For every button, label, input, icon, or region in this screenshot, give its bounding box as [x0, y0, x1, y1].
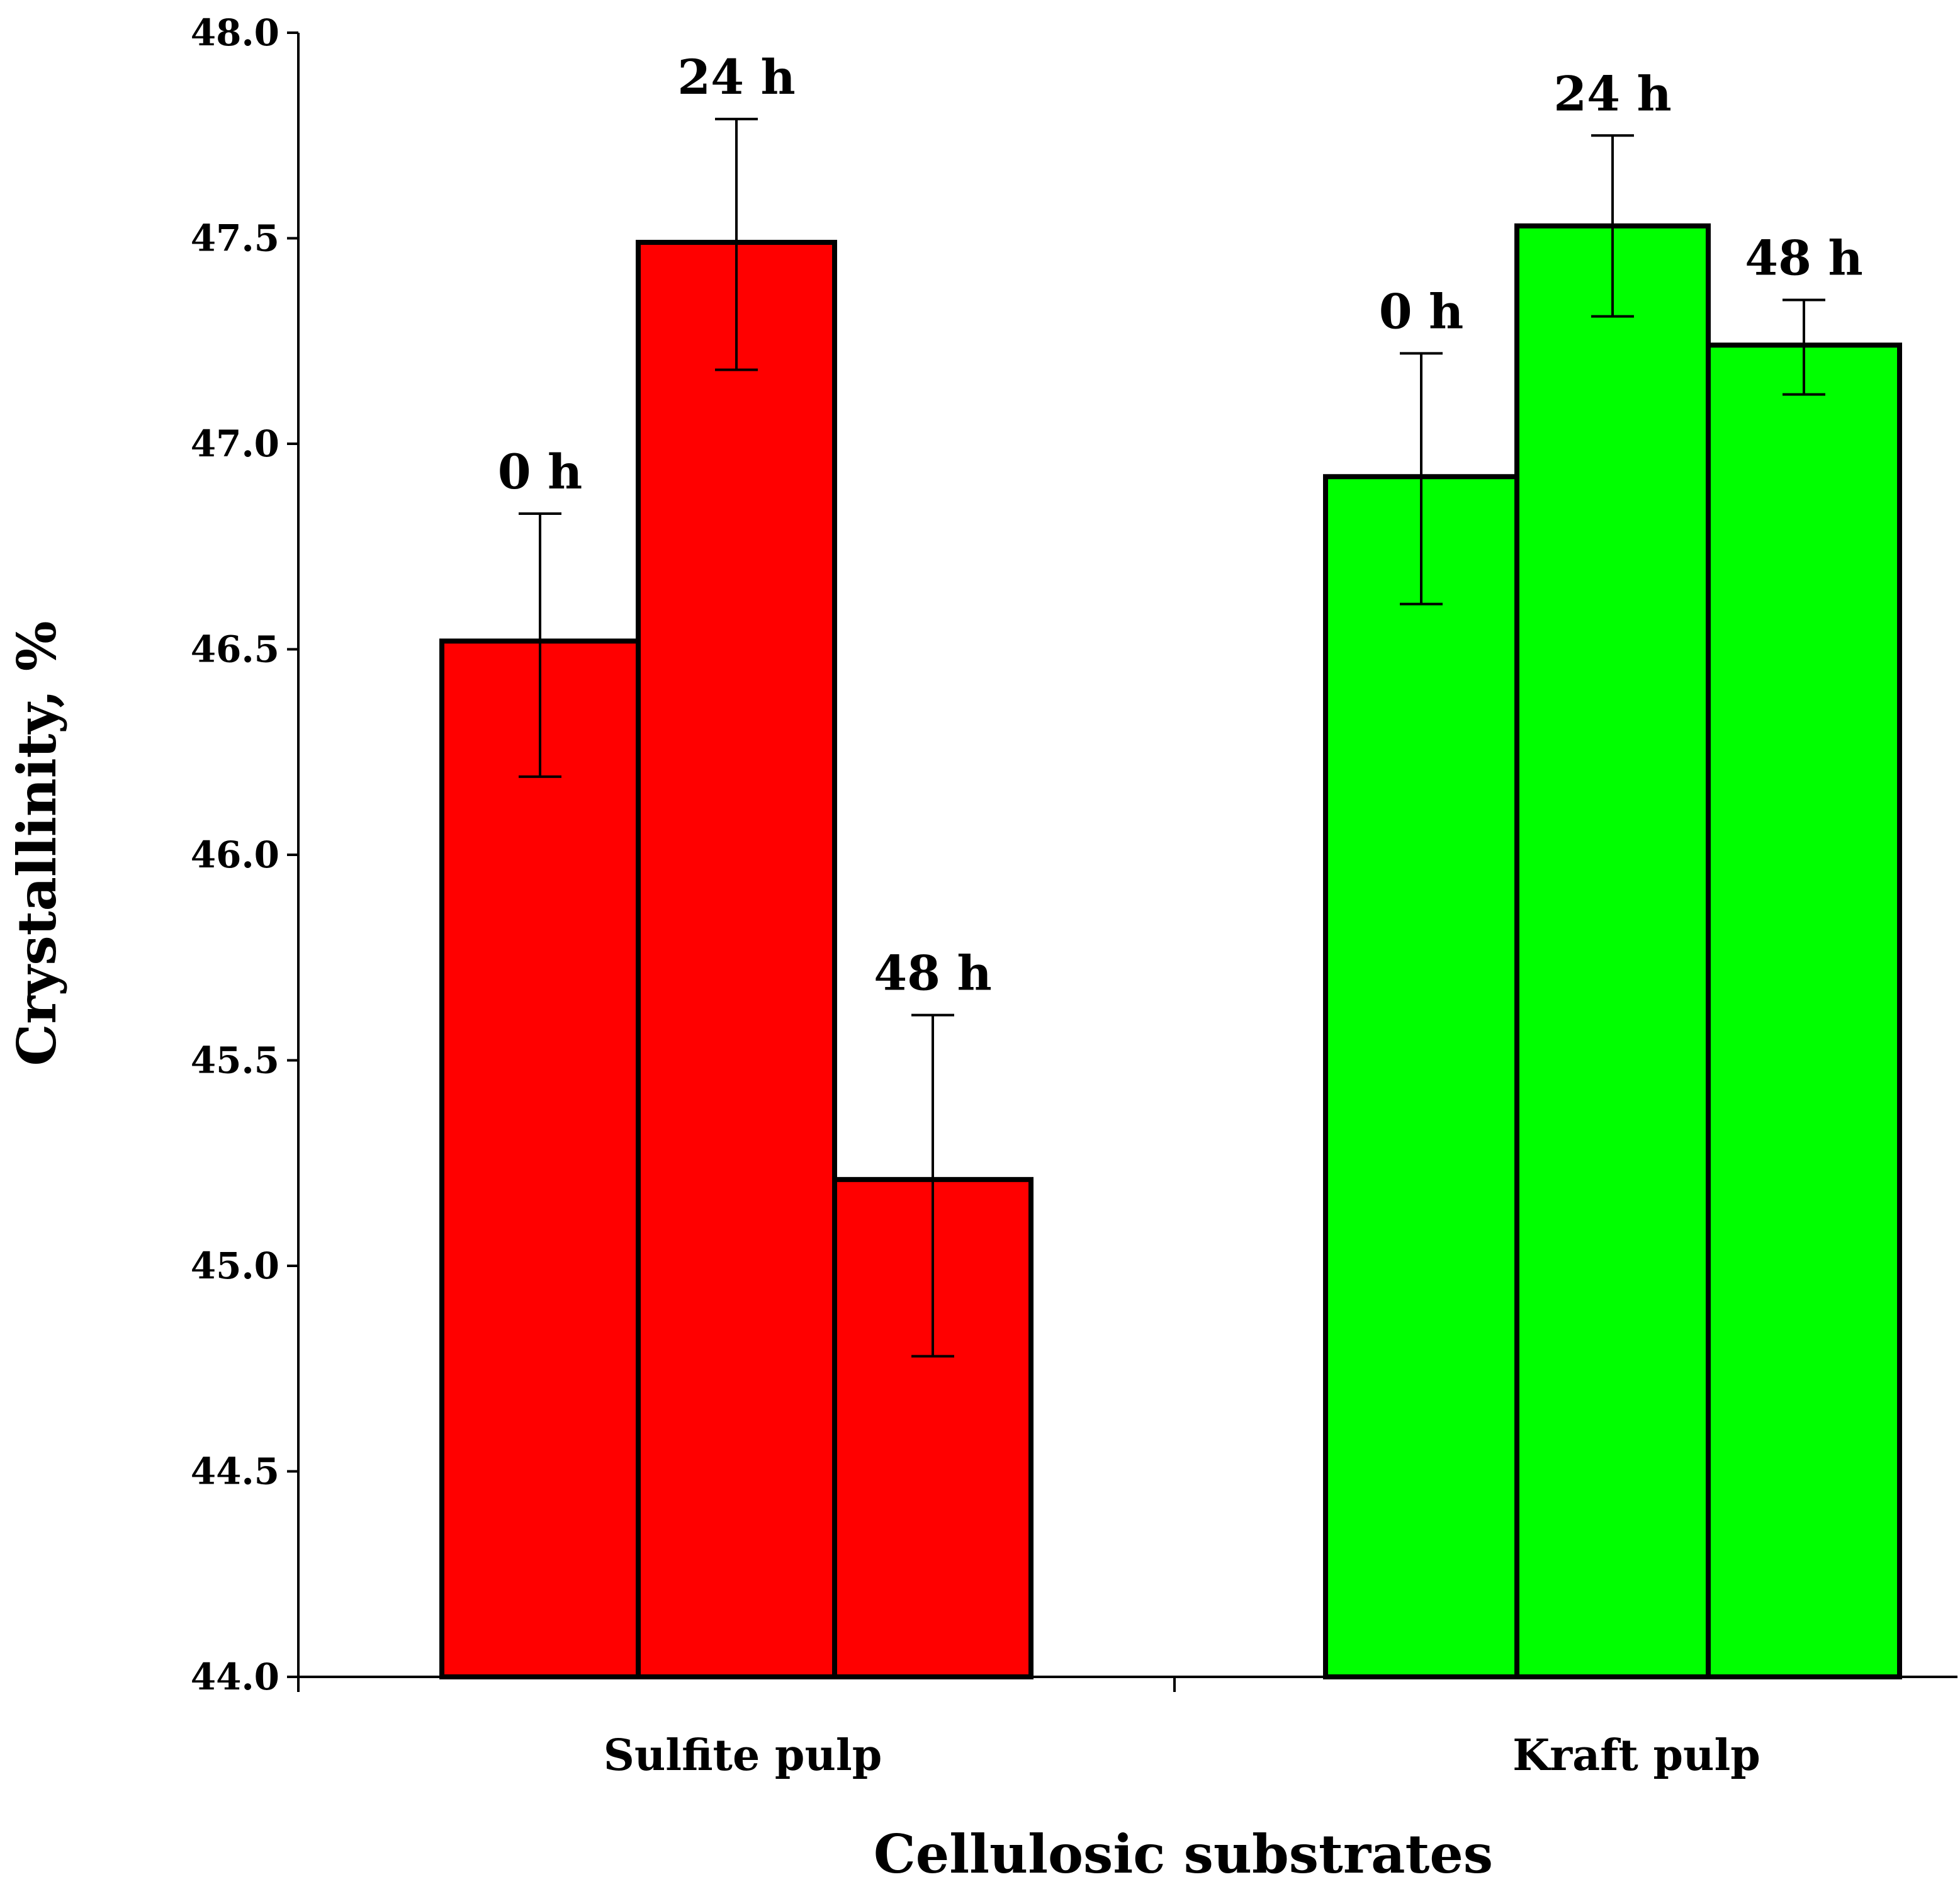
data-label-sulfite-pulp-24h: 24 h: [677, 49, 795, 105]
data-label-kraft-pulp-0h: 0 h: [1379, 283, 1464, 339]
data-label-sulfite-pulp-0h: 0 h: [498, 444, 583, 500]
y-tick-label-1: 44.5: [191, 1450, 279, 1493]
y-tick-label-7: 47.5: [191, 217, 279, 260]
data-label-kraft-pulp-48h: 48 h: [1745, 230, 1862, 286]
data-label-sulfite-pulp-48h: 48 h: [874, 945, 991, 1001]
category-label-0: Sulfite pulp: [604, 1730, 882, 1781]
bar-sulfite-pulp-0h: [439, 638, 641, 1680]
y-tick-label-4: 46.0: [191, 833, 279, 876]
bar-sulfite-pulp-24h: [636, 240, 837, 1679]
y-tick-label-2: 45.0: [191, 1244, 279, 1287]
data-label-kraft-pulp-24h: 24 h: [1553, 65, 1671, 121]
y-axis-title: Crystallinity, %: [6, 621, 68, 1066]
y-tick-label-0: 44.0: [191, 1655, 279, 1698]
y-tick-label-8: 48.0: [191, 11, 279, 54]
bar-kraft-pulp-48h: [1706, 342, 1902, 1679]
y-tick-label-3: 45.5: [191, 1039, 279, 1082]
bar-kraft-pulp-0h: [1323, 474, 1519, 1679]
x-axis-title: Cellulosic substrates: [874, 1823, 1493, 1885]
y-tick-label-6: 47.0: [191, 422, 279, 465]
bar-kraft-pulp-24h: [1514, 223, 1711, 1680]
y-tick-label-5: 46.5: [191, 628, 279, 671]
category-label-1: Kraft pulp: [1512, 1730, 1760, 1781]
